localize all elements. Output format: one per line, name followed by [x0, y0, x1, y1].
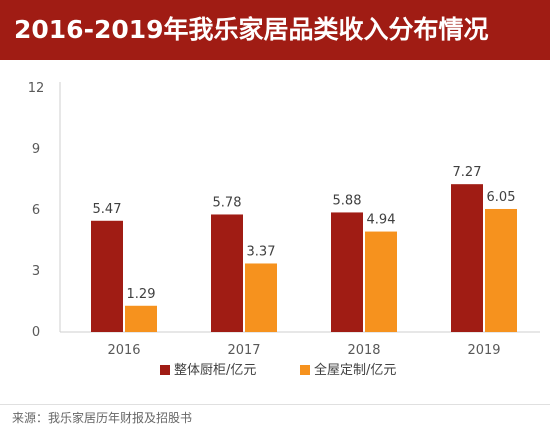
- bar-cabinet-2017: [211, 214, 243, 332]
- data-label: 3.37: [247, 244, 276, 259]
- y-tick-label: 12: [28, 81, 45, 96]
- bar-custom-2018: [365, 231, 397, 332]
- x-tick-label: 2017: [227, 343, 260, 358]
- x-tick-label: 2018: [347, 343, 380, 358]
- data-label: 5.88: [333, 193, 362, 208]
- bar-cabinet-2018: [331, 212, 363, 332]
- data-label: 1.29: [127, 287, 156, 302]
- x-tick-label: 2019: [467, 343, 500, 358]
- bar-custom-2016: [125, 305, 157, 332]
- bar-cabinet-2019: [451, 184, 483, 332]
- legend-swatch: [300, 365, 310, 375]
- x-tick-label: 2016: [107, 343, 140, 358]
- y-tick-label: 6: [32, 203, 40, 218]
- legend-swatch: [160, 365, 170, 375]
- y-tick-label: 9: [32, 142, 40, 157]
- data-label: 4.94: [367, 213, 396, 228]
- legend-label: 全屋定制/亿元: [314, 362, 396, 378]
- data-label: 5.78: [213, 195, 242, 210]
- y-tick-label: 0: [32, 325, 40, 340]
- bar-custom-2019: [485, 208, 517, 332]
- data-label: 5.47: [93, 202, 122, 217]
- data-label: 6.05: [487, 190, 516, 205]
- y-tick-label: 3: [32, 264, 40, 279]
- data-label: 7.27: [453, 165, 482, 180]
- chart-title: 2016-2019年我乐家居品类收入分布情况: [0, 0, 550, 60]
- source-note: 来源：我乐家居历年财报及招股书: [12, 411, 193, 425]
- bar-custom-2017: [245, 263, 277, 332]
- source-divider: [0, 404, 550, 405]
- chart-area: 0 3 6 9 12 5.47 1.29 2016 5.78 3.37 2017 5.88 4.94 2…: [0, 62, 550, 400]
- legend-label: 整体厨柜/亿元: [174, 363, 256, 378]
- bar-chart: 0 3 6 9 12 5.47 1.29 2016 5.78 3.37 2017 5.88 4.94 2…: [28, 81, 540, 378]
- bar-cabinet-2016: [91, 220, 123, 332]
